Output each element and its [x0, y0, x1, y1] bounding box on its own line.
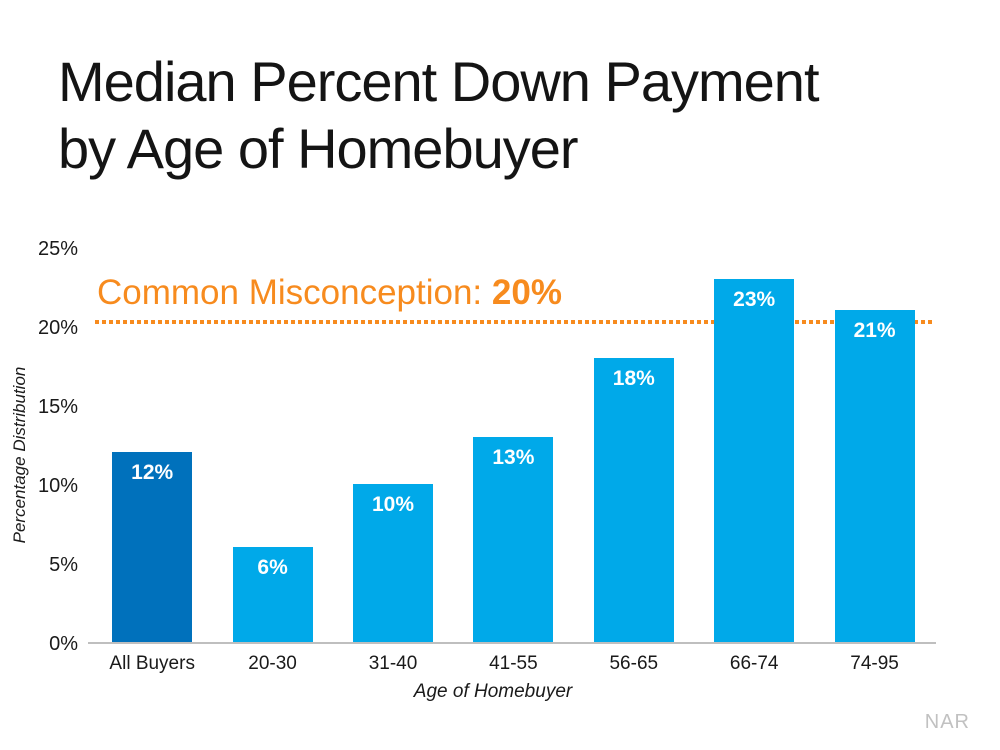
y-tick-label: 15%	[37, 396, 78, 418]
reference-dotted-line	[95, 320, 935, 324]
reference-annotation-value: 20%	[491, 273, 562, 312]
bar-41-55: 13%	[473, 436, 554, 642]
bar-74-95: 21%	[834, 310, 915, 642]
bar-all-buyers: 12%	[112, 452, 193, 642]
source-credit: NAR	[924, 711, 970, 733]
bar-value-label: 6%	[257, 556, 288, 580]
bar-value-label: 18%	[612, 366, 655, 390]
bar-value-label: 23%	[733, 287, 776, 311]
bar-value-label: 10%	[371, 493, 415, 516]
y-tick-label: 20%	[37, 317, 78, 339]
page-title-line2: by Age of Homebuyer	[58, 117, 579, 180]
bar-66-74: 23%	[714, 278, 795, 642]
bar-31-40: 10%	[353, 484, 433, 642]
bar-20-30: 6%	[232, 547, 313, 642]
x-tick-label: All Buyers	[109, 653, 195, 674]
x-axis-line	[88, 642, 936, 644]
x-tick-label: 66-74	[729, 653, 779, 674]
bar-56-65: 18%	[593, 357, 674, 642]
y-tick-label: 5%	[49, 554, 78, 576]
y-tick-label: 10%	[37, 475, 78, 497]
bar-value-label: 13%	[492, 445, 535, 469]
x-tick-label: 41-55	[489, 653, 538, 674]
y-axis-title: Percentage Distribution	[10, 366, 29, 544]
y-tick-label: 0%	[49, 633, 78, 655]
page-title: Median Percent Down Payment by Age of Ho…	[58, 48, 819, 182]
y-tick-label: 25%	[37, 238, 78, 260]
reference-annotation-text: Common Misconception:	[97, 273, 492, 312]
bar-value-label: 21%	[853, 319, 896, 343]
x-tick-label: 74-95	[850, 653, 899, 674]
x-tick-label: 20-30	[248, 653, 297, 674]
bar-value-label: 12%	[131, 461, 174, 485]
x-axis-title: Age of Homebuyer	[413, 681, 573, 702]
x-tick-label: 56-65	[609, 653, 659, 674]
reference-annotation: Common Misconception: 20%	[97, 273, 562, 313]
x-tick-label: 31-40	[368, 653, 418, 674]
page-title-line1: Median Percent Down Payment	[58, 50, 819, 113]
